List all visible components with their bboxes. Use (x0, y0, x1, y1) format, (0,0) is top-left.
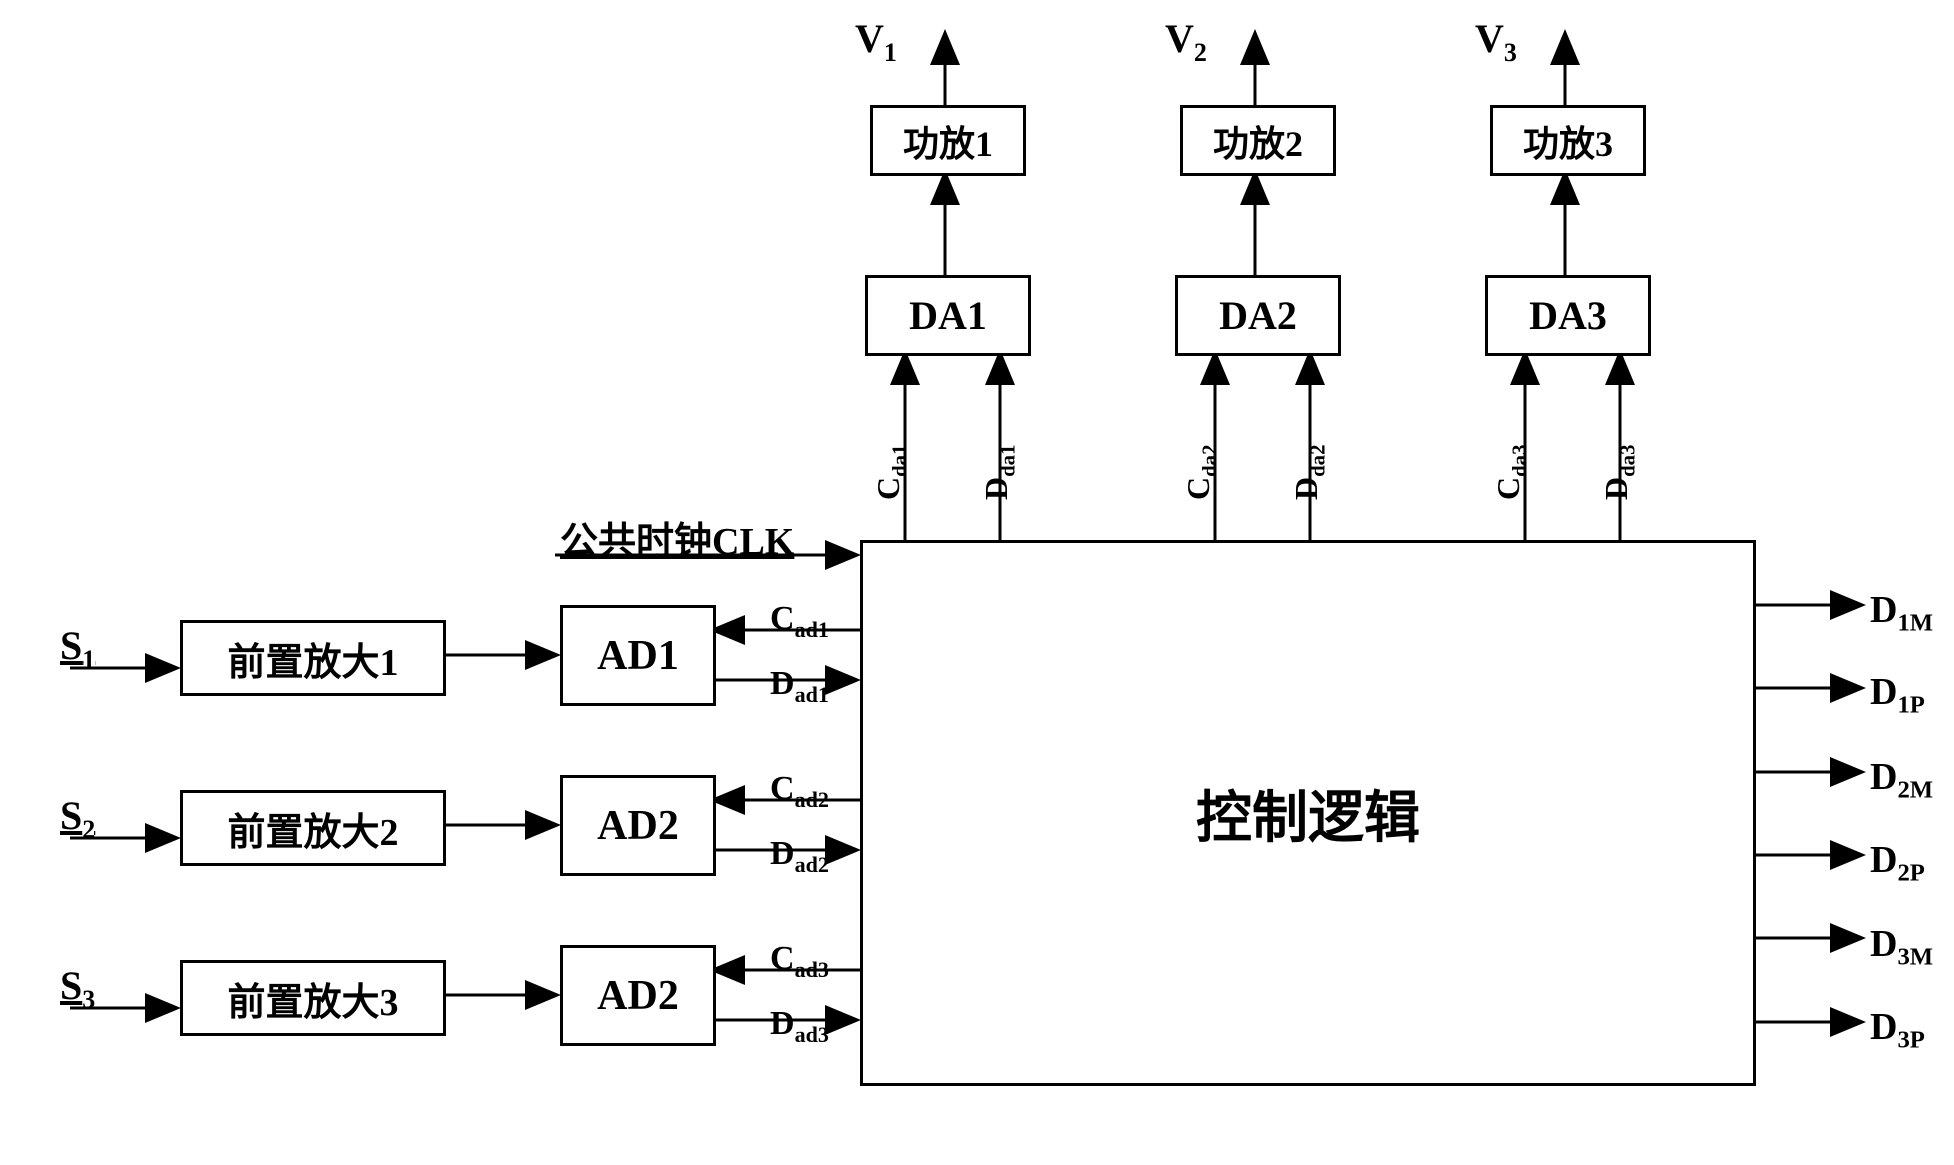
signal-dad1: Dad1 (770, 665, 829, 708)
signal-cad2: Cad2 (770, 770, 829, 813)
amp3-box: 功放3 (1490, 105, 1646, 176)
input-s1-label: S1 (60, 622, 95, 675)
signal-dad3: Dad3 (770, 1005, 829, 1048)
signal-dda3: Dda3 (1598, 445, 1640, 500)
preamp-3-label: 前置放大3 (227, 971, 398, 1026)
output-d1m-label: D1M (1870, 588, 1933, 638)
ad3-label: AD2 (597, 972, 679, 1020)
clk-text: 公共时钟CLK (560, 521, 794, 563)
output-d1p-label: D1P (1870, 670, 1925, 720)
input-s3-label: S3 (60, 962, 95, 1015)
ad1-box: AD1 (560, 605, 716, 706)
amp2-label: 功放2 (1213, 115, 1303, 167)
signal-cda3: Cda3 (1490, 445, 1532, 500)
clk-label: 公共时钟CLK (560, 510, 794, 565)
signal-cad1: Cad1 (770, 600, 829, 643)
da3-box: DA3 (1485, 275, 1651, 356)
control-logic-label: 控制逻辑 (1196, 773, 1420, 854)
preamp-1-box: 前置放大1 (180, 620, 446, 696)
da1-box: DA1 (865, 275, 1031, 356)
diagram-canvas: 前置放大1 前置放大2 前置放大3 AD1 AD2 AD2 DA1 DA2 DA… (0, 0, 1954, 1165)
output-v2-label: V2 (1165, 15, 1207, 68)
output-d3p-label: D3P (1870, 1005, 1925, 1055)
amp2-box: 功放2 (1180, 105, 1336, 176)
preamp-2-box: 前置放大2 (180, 790, 446, 866)
input-s2-label: S2 (60, 792, 95, 845)
da1-label: DA1 (909, 292, 987, 339)
signal-dda1: Dda1 (978, 445, 1020, 500)
amp3-label: 功放3 (1523, 115, 1613, 167)
preamp-3-box: 前置放大3 (180, 960, 446, 1036)
da3-label: DA3 (1529, 292, 1607, 339)
preamp-2-label: 前置放大2 (227, 801, 398, 856)
preamp-1-label: 前置放大1 (227, 631, 398, 686)
signal-cda2: Cda2 (1180, 445, 1222, 500)
signal-dda2: Dda2 (1288, 445, 1330, 500)
amp1-label: 功放1 (903, 115, 993, 167)
output-d2p-label: D2P (1870, 838, 1925, 888)
ad2-label: AD2 (597, 802, 679, 850)
signal-cda1: Cda1 (870, 445, 912, 500)
output-v3-label: V3 (1475, 15, 1517, 68)
ad3-box: AD2 (560, 945, 716, 1046)
output-d3m-label: D3M (1870, 922, 1933, 972)
da2-label: DA2 (1219, 292, 1297, 339)
control-logic-box: 控制逻辑 (860, 540, 1756, 1086)
signal-dad2: Dad2 (770, 835, 829, 878)
da2-box: DA2 (1175, 275, 1341, 356)
output-v1-label: V1 (855, 15, 897, 68)
ad1-label: AD1 (597, 632, 679, 680)
output-d2m-label: D2M (1870, 755, 1933, 805)
signal-cad3: Cad3 (770, 940, 829, 983)
ad2-box: AD2 (560, 775, 716, 876)
amp1-box: 功放1 (870, 105, 1026, 176)
